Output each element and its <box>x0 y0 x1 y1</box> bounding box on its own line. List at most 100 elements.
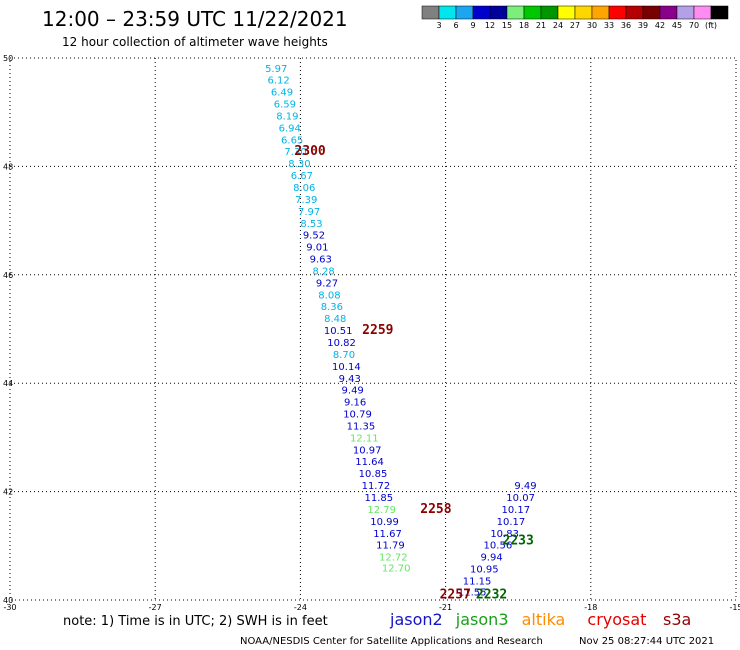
wave-height-value: 7.39 <box>295 195 317 206</box>
plot-frame <box>9 57 737 601</box>
legend-swatch <box>659 5 678 20</box>
wave-height-value: 10.85 <box>359 469 388 480</box>
wave-height-value: 12.11 <box>350 433 379 444</box>
legend-tick-label: 33 <box>604 21 614 30</box>
wave-height-value: 12.70 <box>382 563 411 574</box>
wave-height-value: 8.30 <box>288 159 310 170</box>
plot-grid <box>9 57 737 601</box>
wave-height-value: 5.97 <box>265 64 287 75</box>
wave-height-value: 6.94 <box>279 123 301 134</box>
wave-height-value: 9.94 <box>480 553 502 564</box>
legend-tick-label: 39 <box>638 21 648 30</box>
legend-swatch <box>608 5 627 20</box>
legend-swatch <box>591 5 610 20</box>
legend-tick-label: 12 <box>485 21 495 30</box>
legend-swatch <box>523 5 542 20</box>
satellite-name: s3a <box>663 610 691 629</box>
y-tick-label: 46 <box>3 271 13 280</box>
x-tick-label: -21 <box>439 603 452 612</box>
wave-height-value: 11.79 <box>376 541 405 552</box>
footer-timestamp: Nov 25 08:27:44 UTC 2021 <box>579 636 714 647</box>
wave-height-value: 11.15 <box>463 576 492 587</box>
wave-height-value: 8.28 <box>312 266 334 277</box>
legend-swatch <box>489 5 508 20</box>
legend-swatch <box>642 5 661 20</box>
wave-height-value: 10.79 <box>343 410 372 421</box>
color-legend: 3 6 9 12 15 18 21 24 27 30 33 36 39 42 45 70 (ft) <box>421 5 729 30</box>
wave-height-value: 10.82 <box>327 338 356 349</box>
wave-height-value: 8.06 <box>293 183 315 194</box>
note-text: note: 1) Time is in UTC; 2) SWH is in fe… <box>63 614 328 629</box>
legend-tick-label: 70 <box>689 21 699 30</box>
wave-height-value: 8.36 <box>321 302 343 313</box>
x-tick-label: -27 <box>149 603 162 612</box>
wave-height-value: 9.63 <box>310 255 332 266</box>
satellite-name: cryosat <box>587 610 646 629</box>
wave-height-value: 10.97 <box>353 445 382 456</box>
wave-height-value: 10.14 <box>332 362 361 373</box>
legend-swatch <box>557 5 576 20</box>
y-tick-label: 44 <box>3 379 13 388</box>
pass-time-label: 2233 <box>503 533 534 548</box>
legend-tick-label: 24 <box>553 21 563 30</box>
wave-height-value: 10.07 <box>506 493 535 504</box>
pass-time-labels: 2300 2259 2258 2257 2233 2232 <box>294 144 533 602</box>
wave-height-value: 8.48 <box>324 314 346 325</box>
wave-height-value: 11.35 <box>347 421 376 432</box>
wave-height-value: 12.72 <box>379 553 408 564</box>
legend-swatch <box>625 5 644 20</box>
legend-tick-label: 6 <box>453 21 458 30</box>
legend-swatch <box>574 5 593 20</box>
legend-tick-label: 3 <box>436 21 441 30</box>
legend-swatch <box>472 5 491 20</box>
x-tick-label: -18 <box>584 603 597 612</box>
wave-height-value: 11.67 <box>373 529 402 540</box>
wave-height-value: 10.17 <box>497 517 526 528</box>
wave-height-value: 11.55 <box>458 587 487 598</box>
pass-time-label: 2257 <box>440 588 471 603</box>
y-tick-label: 50 <box>3 54 13 63</box>
y-tick-label: 40 <box>3 596 13 605</box>
wave-height-value: 10.95 <box>470 565 499 576</box>
wave-height-value: 6.59 <box>274 100 296 111</box>
wave-height-value: 10.17 <box>501 505 530 516</box>
x-tick-label: -24 <box>294 603 307 612</box>
legend-tick-label: 36 <box>621 21 631 30</box>
pass-time-label: 2259 <box>362 323 393 338</box>
satellite-name: jason3 <box>455 610 509 629</box>
legend-tick-label: 21 <box>536 21 546 30</box>
wave-height-value: 8.08 <box>318 290 340 301</box>
wave-height-value: 6.49 <box>271 88 293 99</box>
legend-tick-label: 18 <box>519 21 529 30</box>
wave-height-value: 12.79 <box>367 505 396 516</box>
legend-swatch <box>710 5 729 20</box>
legend-tick-label: 27 <box>570 21 580 30</box>
legend-tick-label: 30 <box>587 21 597 30</box>
legend-tick-label: (ft) <box>705 21 717 30</box>
x-tick-label: -15 <box>729 603 740 612</box>
legend-tick-label: 15 <box>502 21 512 30</box>
legend-swatch <box>506 5 525 20</box>
pass-time-label: 2258 <box>420 502 451 517</box>
wave-height-value: 9.16 <box>344 398 366 409</box>
wave-height-value: 8.53 <box>300 219 322 230</box>
wave-height-value: 11.85 <box>364 493 393 504</box>
wave-height-value: 9.27 <box>316 278 338 289</box>
legend-swatch <box>693 5 712 20</box>
y-tick-label: 48 <box>3 162 13 171</box>
legend-swatch <box>421 5 440 20</box>
wave-height-value: 6.65 <box>281 135 303 146</box>
wave-height-value: 10.51 <box>324 326 353 337</box>
wave-height-value: 6.12 <box>267 76 289 87</box>
wave-height-value: 9.49 <box>342 386 364 397</box>
legend-tick-label: 9 <box>470 21 475 30</box>
wave-height-value: 11.72 <box>362 481 391 492</box>
y-tick-label: 42 <box>3 488 13 497</box>
x-tick-label: -30 <box>3 603 16 612</box>
wave-height-value: 6.67 <box>291 171 313 182</box>
legend-swatch <box>676 5 695 20</box>
wave-height-value: 9.01 <box>306 243 328 254</box>
pass-time-label: 2300 <box>294 144 325 159</box>
legend-swatch <box>438 5 457 20</box>
